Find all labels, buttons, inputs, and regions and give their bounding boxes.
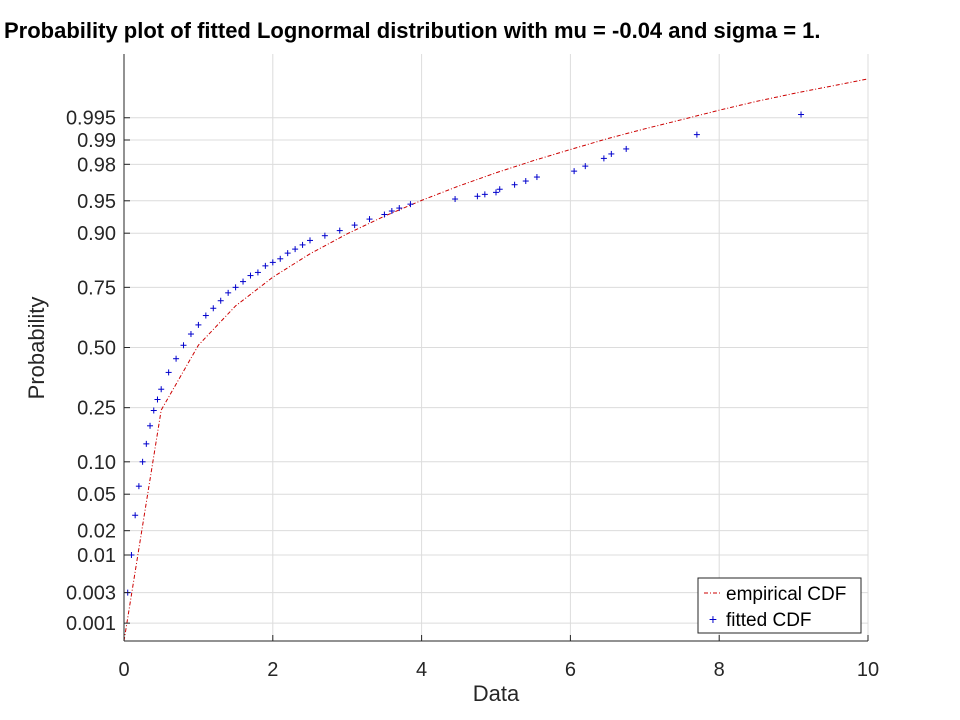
fitted-cdf-point (187, 331, 194, 338)
fitted-cdf-point (262, 262, 269, 269)
fitted-cdf-point (608, 150, 615, 157)
y-tick-label: 0.02 (77, 521, 116, 543)
fitted-cdf-point (493, 189, 499, 196)
y-tick-label: 0.75 (77, 277, 116, 299)
fitted-cdf-point (496, 186, 503, 193)
legend: empirical CDF + fitted CDF (697, 577, 862, 634)
y-tick-label: 0.01 (77, 545, 116, 567)
y-tick-label: 0.10 (77, 452, 116, 474)
y-tick-label: 0.98 (77, 154, 116, 176)
fitted-cdf-point (299, 241, 306, 248)
x-tick-label: 4 (416, 659, 427, 681)
y-tick-label: 0.05 (77, 484, 116, 506)
fitted-cdf-point (132, 512, 139, 519)
fitted-cdf-point (336, 227, 343, 234)
y-tick-label: 0.50 (77, 338, 116, 360)
y-tick-label: 0.995 (66, 108, 116, 130)
fitted-cdf-point (407, 201, 414, 208)
fitted-cdf-point (158, 386, 165, 393)
legend-fitted-label: fitted CDF (726, 610, 812, 631)
fitted-cdf-series (124, 111, 805, 596)
fitted-cdf-point (351, 222, 358, 229)
fitted-cdf-point (292, 246, 299, 253)
fitted-cdf-point (195, 321, 202, 328)
fitted-cdf-point (240, 278, 247, 285)
fitted-cdf-point (571, 168, 578, 175)
fitted-cdf-point (254, 269, 261, 276)
y-tick-labels: 0.001 0.003 0.010.02 0.05 0.10 0.25 0.50 0.75 0.… (66, 108, 116, 635)
empirical-cdf-line (123, 78, 869, 642)
fitted-cdf-point (180, 342, 187, 349)
y-tick-label: 0.95 (77, 191, 116, 213)
fitted-cdf-point (623, 145, 630, 152)
chart-title: Probability plot of fitted Lognormal dis… (4, 18, 821, 43)
fitted-cdf-point (154, 396, 161, 403)
fitted-cdf-point (481, 191, 488, 198)
fitted-cdf-point (277, 255, 284, 262)
fitted-cdf-point (474, 193, 481, 200)
fitted-cdf-point (173, 355, 180, 362)
x-tick-label: 2 (267, 659, 278, 681)
fitted-cdf-point (150, 407, 157, 414)
axes (123, 54, 869, 642)
legend-empirical-label: empirical CDF (726, 584, 846, 605)
fitted-cdf-point (452, 196, 459, 203)
y-tick-label: 0.003 (66, 583, 116, 605)
fitted-cdf-point (225, 289, 232, 296)
empirical-cdf-series (123, 78, 869, 642)
y-tick-label: 0.90 (77, 223, 116, 245)
x-tick-label: 6 (565, 659, 576, 681)
fitted-cdf-point (202, 312, 209, 319)
x-axis-label: Data (473, 681, 520, 706)
fitted-cdf-point (232, 284, 239, 291)
x-tick-labels: 0 2 4 6 8 10 (118, 659, 879, 681)
fitted-cdf-point (135, 483, 142, 490)
legend-fitted-marker: + (709, 611, 717, 627)
fitted-cdf-point (247, 272, 254, 279)
fitted-cdf-point (139, 458, 146, 465)
fitted-cdf-point (307, 237, 313, 244)
fitted-cdf-point (798, 111, 805, 118)
fitted-cdf-point (321, 232, 328, 239)
y-axis-label: Probability (24, 297, 49, 400)
x-tick-label: 0 (118, 659, 129, 681)
y-tick-label: 0.001 (66, 613, 116, 635)
x-tick-label: 8 (714, 659, 725, 681)
legend-box (697, 577, 862, 634)
fitted-cdf-point (511, 181, 518, 188)
fitted-cdf-point (388, 208, 395, 215)
x-tick-label: 10 (857, 659, 879, 681)
fitted-cdf-point (143, 440, 150, 447)
fitted-cdf-point (284, 250, 291, 257)
fitted-cdf-point (582, 163, 589, 170)
y-tick-label: 0.99 (77, 130, 116, 152)
fitted-cdf-point (210, 305, 217, 312)
fitted-cdf-point (533, 174, 540, 181)
fitted-cdf-point (396, 205, 403, 212)
fitted-cdf-point (600, 155, 607, 162)
fitted-cdf-point (693, 131, 700, 138)
fitted-cdf-point (381, 211, 388, 218)
y-tick-label: 0.25 (77, 398, 116, 420)
fitted-cdf-point (147, 422, 154, 429)
fitted-cdf-point (269, 259, 276, 266)
fitted-cdf-point (366, 216, 373, 223)
fitted-cdf-point (165, 369, 172, 376)
fitted-cdf-point (522, 178, 529, 185)
fitted-cdf-point (217, 297, 224, 304)
